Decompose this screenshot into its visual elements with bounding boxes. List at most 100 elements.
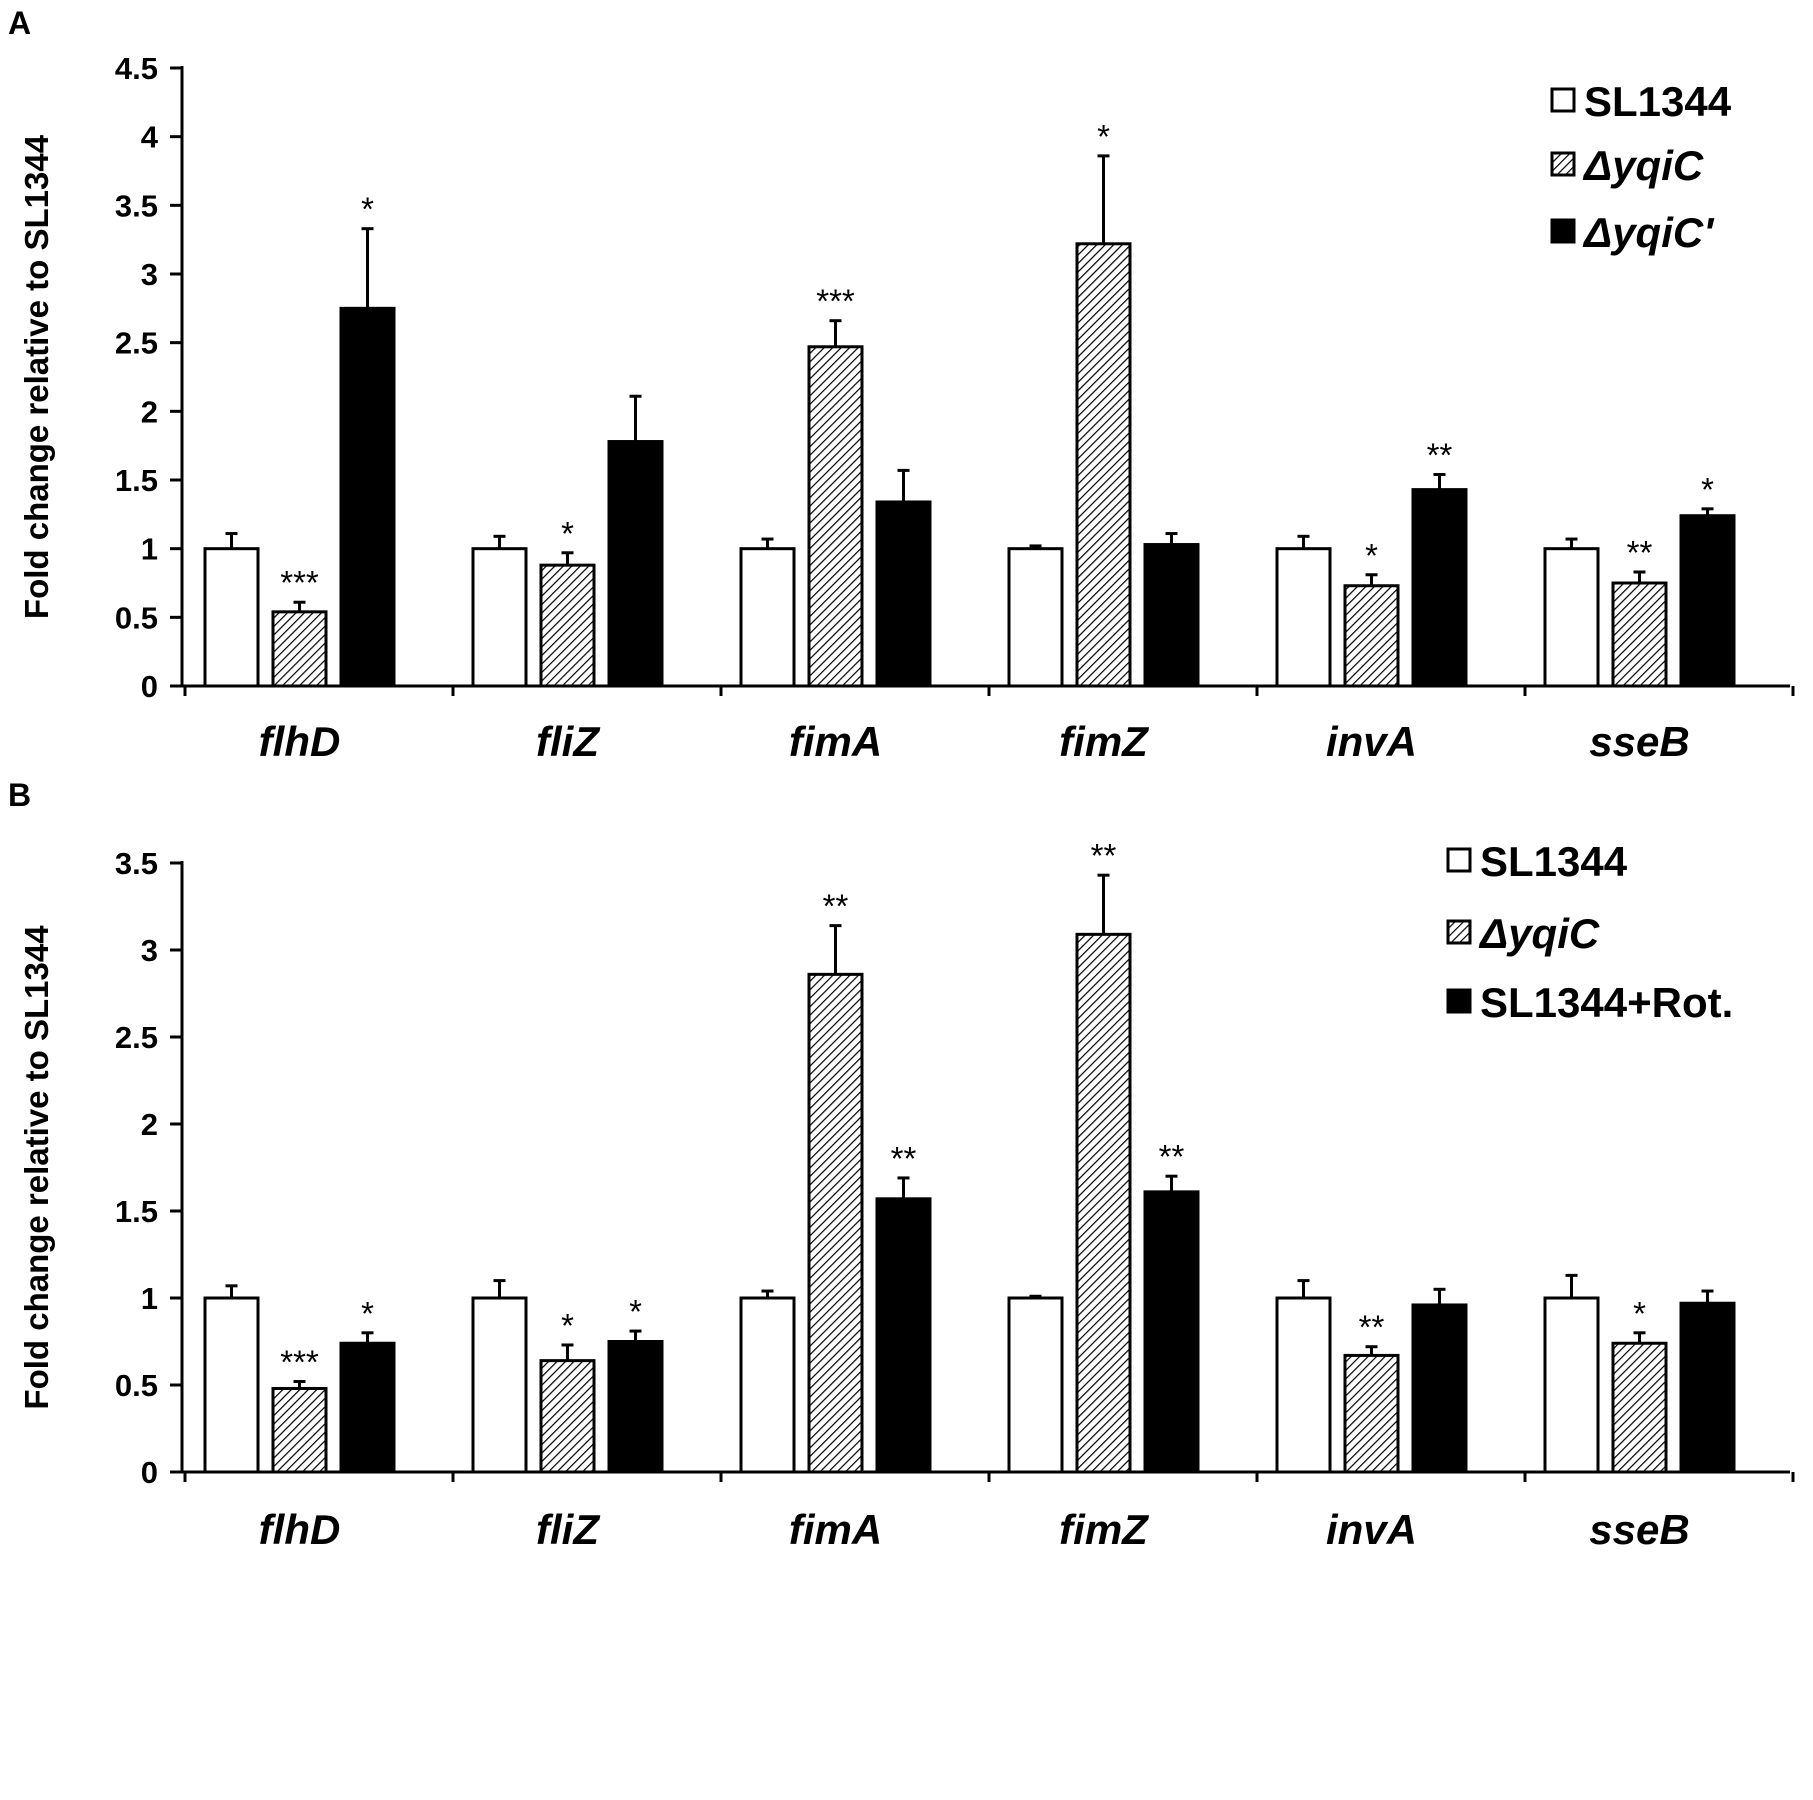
y-tick-label: 1 [141,1281,158,1316]
y-tick-label: 2.5 [115,1020,158,1055]
bar [1679,1301,1736,1474]
bar [203,1296,260,1474]
bar [1343,584,1400,688]
bar [271,610,328,688]
x-tick-label: flhD [259,718,341,765]
panel-a: A Fold change relative to SL1344 0 0.5 1 1.5 2… [8,5,1795,765]
y-axis-label: Fold change relative to SL1344 [18,925,55,1410]
legend-swatch [1550,218,1576,244]
bar [539,1359,596,1474]
significance-label: *** [816,283,855,320]
legend-label: ΔyqiC' [1582,209,1715,256]
y-tick-label: 3 [141,257,158,292]
significance-label: ** [1427,437,1453,474]
bar [339,306,396,688]
significance-label: * [561,515,574,552]
legend-label: SL1344+Rot. [1480,979,1733,1026]
significance-label: ** [823,888,849,925]
x-tick-label: fliZ [536,718,600,765]
significance-label: ** [891,1140,917,1177]
bar [1543,547,1600,688]
y-tick-label: 2 [141,394,158,429]
legend-label: SL1344 [1480,838,1628,885]
y-tick-label: 3.5 [115,846,158,881]
bar [807,345,864,688]
bar [471,1296,528,1474]
legend-swatch [1446,919,1472,945]
bar [1075,932,1132,1474]
bar [1611,581,1668,688]
bar [1007,547,1064,688]
y-tick-label: 2 [141,1107,158,1142]
panel-letter: A [8,5,31,41]
bar [471,547,528,688]
y-tick-label: 1.5 [115,463,158,498]
y-tick-label: 0.5 [115,600,158,635]
y-tick-label: 3.5 [115,188,158,223]
bar [1143,1190,1200,1474]
legend-swatch [1550,151,1576,177]
bar [1411,488,1468,688]
bar [607,1340,664,1474]
y-tick-label: 4.5 [115,51,158,86]
significance-label: ** [1159,1138,1185,1175]
y-tick-label: 0.5 [115,1368,158,1403]
significance-label: *** [280,564,319,601]
y-tick-label: 1 [141,532,158,567]
x-tick-label: fliZ [536,1506,600,1553]
bar [1007,1296,1064,1474]
x-tick-label: invA [1326,1506,1417,1553]
significance-label: * [629,1293,642,1330]
y-tick-label: 0 [141,669,158,704]
y-axis-label: Fold change relative to SL1344 [18,134,55,619]
bar [875,500,932,688]
bar [1679,514,1736,688]
x-tick-label: invA [1326,718,1417,765]
bar [203,547,260,688]
x-tick-label: fimA [789,718,882,765]
legend-swatch [1550,87,1576,113]
bar [807,972,864,1474]
significance-label: * [361,191,374,228]
panel-b: B Fold change relative to SL1344 0 0.5 1 1.5 2… [8,777,1795,1553]
x-tick-label: sseB [1589,1506,1689,1553]
legend-label: ΔyqiC [1478,910,1600,957]
significance-label: * [1633,1295,1646,1332]
bar [607,440,664,688]
y-tick-label: 1.5 [115,1194,158,1229]
bar [1275,547,1332,688]
significance-label: *** [280,1344,319,1381]
y-tick-label: 0 [141,1455,158,1490]
legend-label: SL1344 [1584,78,1732,125]
y-tick-label: 4 [141,120,159,155]
bar [271,1386,328,1474]
bar [739,547,796,688]
bar [875,1197,932,1474]
significance-label: * [1097,118,1110,155]
y-tick-label: 2.5 [115,326,158,361]
legend-swatch [1446,847,1472,873]
bar [339,1341,396,1474]
x-tick-label: fimA [789,1506,882,1553]
bar [1611,1341,1668,1474]
significance-label: ** [1359,1309,1385,1346]
significance-label: * [361,1295,374,1332]
legend-label: ΔyqiC [1582,142,1704,189]
bar [739,1296,796,1474]
x-tick-label: fimZ [1059,718,1149,765]
bar [1275,1296,1332,1474]
bar [1075,242,1132,688]
bar [1143,543,1200,688]
bar [1543,1296,1600,1474]
significance-label: * [1701,471,1714,508]
x-tick-label: flhD [259,1506,341,1553]
significance-label: ** [1627,534,1653,571]
y-tick-label: 3 [141,933,158,968]
legend-swatch [1446,988,1472,1014]
x-tick-label: fimZ [1059,1506,1149,1553]
panel-letter: B [8,777,31,813]
x-tick-label: sseB [1589,718,1689,765]
significance-label: ** [1091,837,1117,874]
significance-label: * [1365,537,1378,574]
